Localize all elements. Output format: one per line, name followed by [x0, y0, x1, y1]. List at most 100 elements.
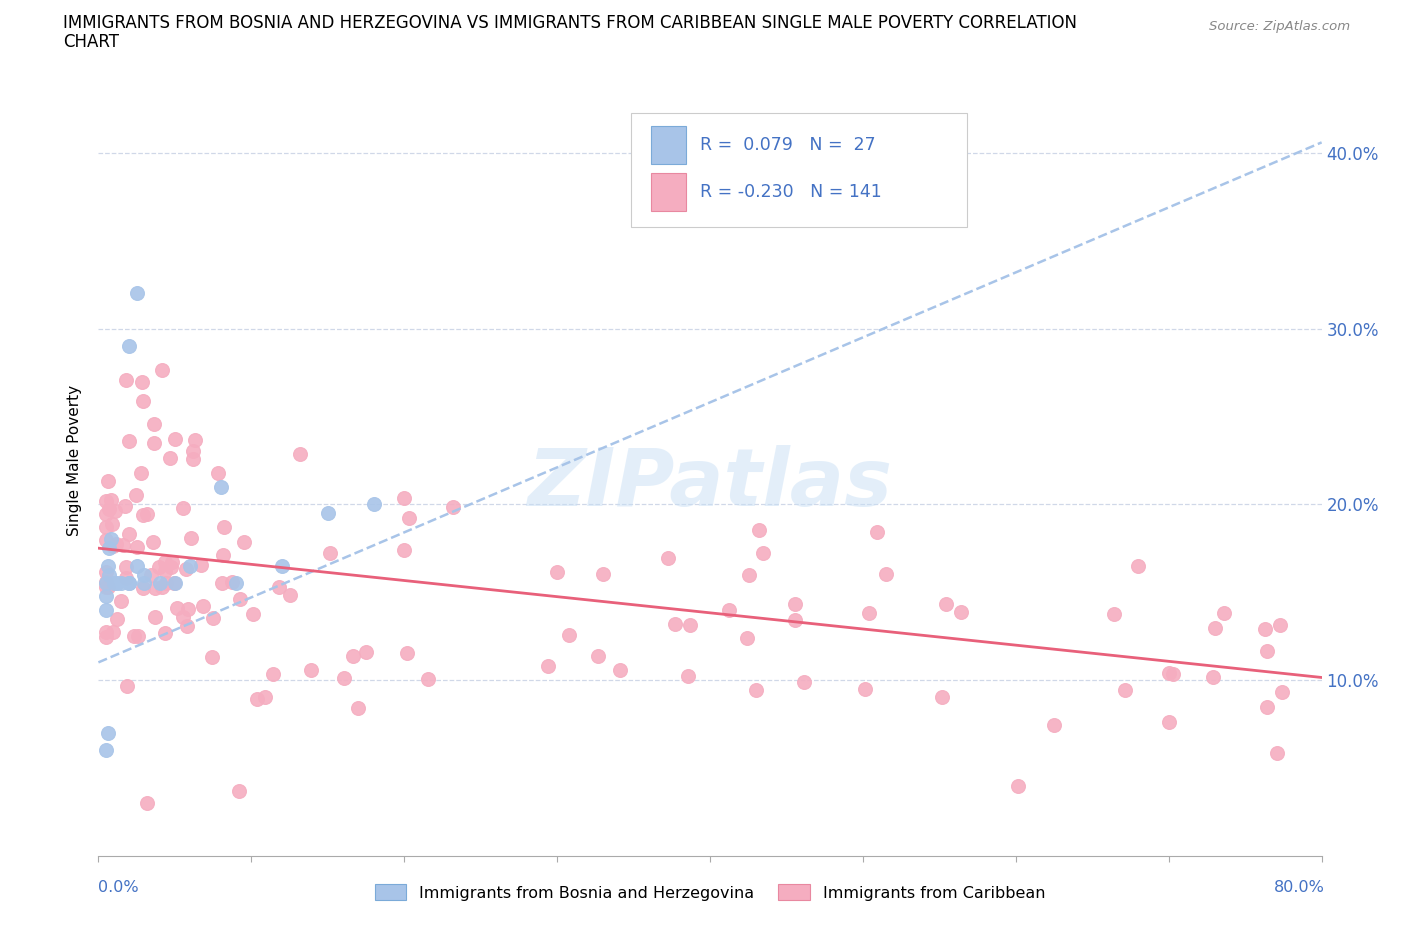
Point	[94, 575, 117, 590]
Text: IMMIGRANTS FROM BOSNIA AND HERZEGOVINA VS IMMIGRANTS FROM CARIBBEAN SINGLE MALE : IMMIGRANTS FROM BOSNIA AND HERZEGOVINA V…	[63, 14, 1077, 32]
FancyBboxPatch shape	[651, 126, 686, 164]
Point	[174, 562, 197, 577]
FancyBboxPatch shape	[651, 173, 686, 211]
Point	[150, 363, 173, 378]
Point	[288, 446, 311, 461]
Point	[866, 525, 889, 539]
Point	[679, 618, 702, 632]
Point	[179, 558, 201, 573]
Point	[1126, 558, 1149, 573]
Point	[875, 566, 897, 581]
Y-axis label: Single Male Poverty: Single Male Poverty	[67, 385, 83, 536]
Point	[592, 566, 614, 581]
Point	[100, 532, 122, 547]
Point	[363, 497, 385, 512]
Point	[246, 691, 269, 706]
Point	[537, 658, 560, 673]
Point	[159, 559, 181, 574]
Point	[166, 600, 188, 615]
Point	[441, 500, 464, 515]
Point	[118, 576, 141, 591]
Point	[105, 576, 128, 591]
Point	[132, 507, 155, 522]
Point	[94, 565, 117, 579]
Point	[316, 506, 339, 521]
Point	[94, 576, 117, 591]
Point	[748, 523, 770, 538]
Point	[738, 567, 761, 582]
Point	[97, 501, 120, 516]
Point	[221, 574, 243, 589]
Point	[558, 628, 581, 643]
Text: R =  0.079   N =  27: R = 0.079 N = 27	[700, 136, 876, 154]
Point	[935, 596, 957, 611]
Point	[117, 679, 139, 694]
Point	[211, 576, 233, 591]
Point	[134, 567, 156, 582]
Point	[141, 568, 163, 583]
Point	[172, 609, 194, 624]
Point	[125, 539, 148, 554]
Point	[950, 604, 973, 619]
Legend: Immigrants from Bosnia and Herzegovina, Immigrants from Caribbean: Immigrants from Bosnia and Herzegovina, …	[368, 878, 1052, 907]
Point	[1256, 700, 1278, 715]
Point	[125, 487, 148, 502]
Point	[101, 538, 124, 553]
Point	[94, 507, 117, 522]
Point	[163, 576, 186, 591]
Point	[209, 479, 232, 494]
Point	[191, 599, 214, 614]
Point	[142, 535, 165, 550]
Point	[347, 701, 370, 716]
Point	[94, 588, 117, 603]
Point	[1114, 683, 1136, 698]
Point	[181, 451, 204, 466]
Point	[664, 617, 686, 631]
Point	[1265, 746, 1288, 761]
Point	[1213, 606, 1236, 621]
Point	[242, 606, 264, 621]
Point	[160, 555, 183, 570]
Point	[114, 498, 136, 513]
Point	[228, 591, 250, 606]
Point	[1204, 620, 1226, 635]
Point	[752, 546, 775, 561]
Point	[1102, 606, 1125, 621]
Point	[125, 286, 148, 301]
Text: ZIPatlas: ZIPatlas	[527, 445, 893, 523]
Point	[342, 648, 364, 663]
Text: Source: ZipAtlas.com: Source: ZipAtlas.com	[1209, 20, 1350, 33]
Point	[398, 511, 420, 525]
Point	[101, 516, 124, 531]
Point	[110, 576, 132, 591]
Point	[718, 603, 741, 618]
Point	[253, 690, 276, 705]
Point	[180, 531, 202, 546]
Point	[1268, 618, 1291, 633]
Point	[396, 645, 419, 660]
Point	[270, 558, 292, 573]
Point	[114, 559, 136, 574]
Point	[1157, 714, 1180, 729]
Point	[127, 629, 149, 644]
Point	[105, 612, 128, 627]
Point	[1157, 665, 1180, 680]
Point	[136, 795, 159, 810]
Point	[609, 662, 631, 677]
Point	[98, 540, 121, 555]
Point	[214, 520, 236, 535]
Point	[931, 690, 953, 705]
Point	[131, 375, 153, 390]
Point	[96, 473, 118, 488]
Point	[94, 743, 117, 758]
Point	[131, 580, 153, 595]
Point	[118, 339, 141, 353]
Text: CHART: CHART	[63, 33, 120, 50]
Point	[225, 576, 247, 591]
Point	[546, 565, 568, 579]
Point	[97, 725, 120, 740]
Point	[94, 579, 117, 594]
Point	[262, 667, 284, 682]
Point	[176, 618, 198, 633]
Point	[153, 564, 176, 578]
